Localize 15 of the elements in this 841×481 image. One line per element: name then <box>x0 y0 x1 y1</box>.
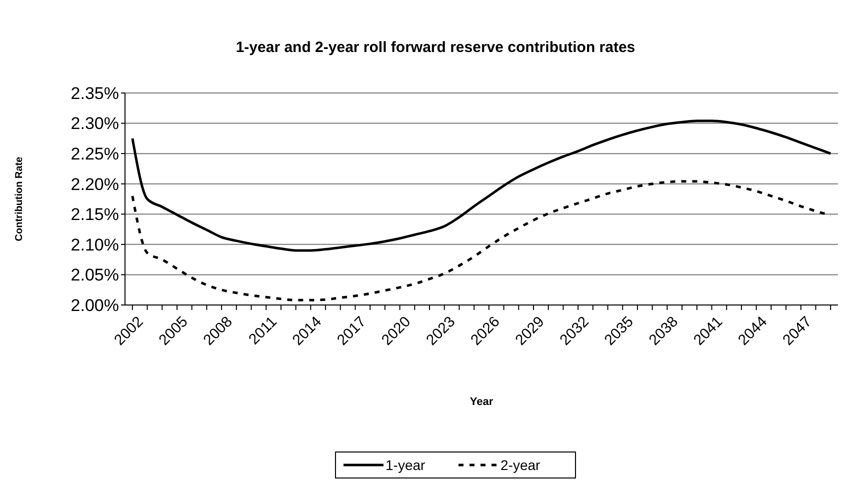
chart-title: 1-year and 2-year roll forward reserve contribution rates <box>236 39 636 56</box>
y-tick-label: 2.20% <box>70 174 119 194</box>
y-tick-label: 2.25% <box>70 144 119 164</box>
y-tick-label: 2.30% <box>70 114 119 134</box>
y-tick-label: 2.05% <box>70 266 119 285</box>
y-tick-label: 2.35% <box>70 84 119 103</box>
legend-label: 2-year <box>500 456 541 473</box>
line-series <box>131 180 832 302</box>
y-axis-title: Contribution Rate <box>14 156 25 242</box>
y-tick-label: 2.10% <box>70 235 119 254</box>
y-tick-label: 2.00% <box>70 296 119 315</box>
y-tick-label: 2.15% <box>70 205 119 224</box>
x-axis-title: Year <box>470 396 494 408</box>
line-series <box>131 120 832 252</box>
legend-label: 1-year <box>386 456 426 473</box>
